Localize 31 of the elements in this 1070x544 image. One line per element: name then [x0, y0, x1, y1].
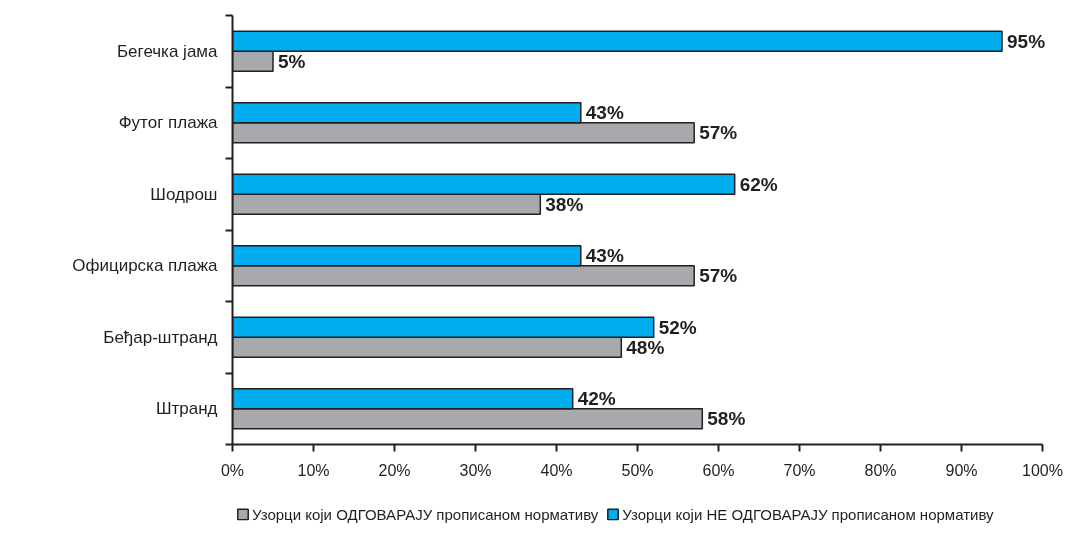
y-tick-label: Футог плажа	[118, 113, 219, 133]
data-label: 95%	[1007, 30, 1046, 52]
legend-label: Узорци који НЕ ОДГОВАРАЈУ прописаном нормативу	[622, 505, 994, 523]
x-tick-label: 40%	[540, 461, 573, 479]
data-label: 48%	[626, 336, 665, 358]
y-tick-label: Беђар-штранд	[103, 327, 218, 347]
data-label: 62%	[739, 173, 778, 195]
data-label: 42%	[577, 388, 616, 410]
data-label: 57%	[699, 122, 738, 144]
data-label: 57%	[699, 265, 738, 287]
data-label: 58%	[707, 408, 746, 430]
y-tick-label: Официрска плажа	[72, 256, 219, 276]
x-tick-label: 60%	[702, 461, 735, 479]
legend-label: Узорци који ОДГОВАРАЈУ прописаном нормативу	[252, 505, 599, 523]
y-tick-label: Бегечка јама	[116, 41, 219, 61]
x-tick-label: 80%	[864, 461, 897, 479]
x-tick-label: 90%	[945, 461, 978, 479]
y-tick-label: Шодрош	[150, 184, 218, 204]
data-label: 43%	[585, 102, 624, 124]
x-tick-label: 0%	[220, 461, 245, 479]
x-tick-label: 20%	[378, 461, 411, 479]
x-tick-label: 10%	[297, 461, 330, 479]
y-tick-label: Штранд	[155, 399, 218, 419]
x-tick-label: 70%	[783, 461, 816, 479]
data-label: 43%	[585, 245, 624, 267]
data-label: 5%	[278, 50, 306, 72]
x-tick-label: 50%	[621, 461, 654, 479]
x-tick-label: 100%	[1022, 461, 1063, 479]
data-label: 38%	[545, 193, 584, 215]
data-label: 52%	[658, 316, 697, 338]
x-tick-label: 30%	[459, 461, 492, 479]
